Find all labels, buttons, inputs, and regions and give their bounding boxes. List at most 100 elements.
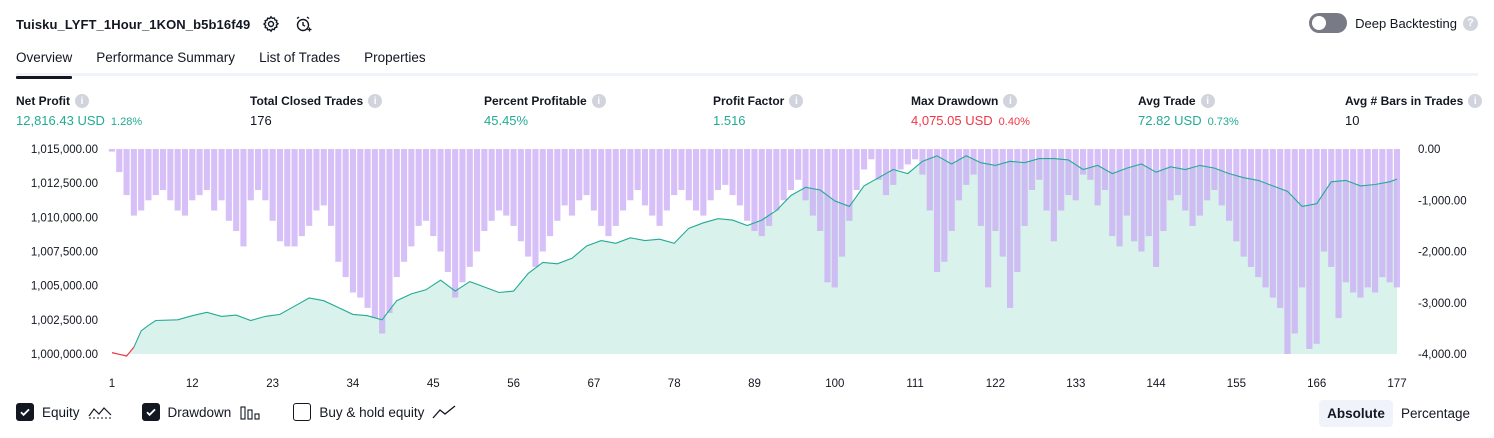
drawdown-bar: [853, 149, 860, 190]
drawdown-bar: [291, 149, 298, 247]
tab-properties[interactable]: Properties: [364, 50, 426, 65]
drawdown-bar: [912, 149, 919, 160]
drawdown-bar: [568, 149, 576, 216]
legend-equity[interactable]: Equity: [16, 403, 112, 421]
legend-label: Buy & hold equity: [319, 404, 425, 420]
add-alarm-icon[interactable]: [292, 13, 314, 35]
chart-legend: Equity Drawdown Buy & hold equity: [16, 403, 486, 421]
metric-total-closed-trades: Total Closed Trades i 176: [250, 94, 383, 128]
drawdown-bar: [1386, 149, 1393, 283]
drawdown-bar: [510, 149, 517, 226]
drawdown-bar: [415, 149, 422, 226]
info-icon[interactable]: i: [368, 94, 383, 108]
drawdown-bar: [233, 149, 240, 231]
drawdown-bar: [306, 149, 313, 226]
x-axis-tick: 67: [588, 378, 601, 390]
drawdown-bar: [707, 149, 714, 201]
legend-label: Equity: [42, 404, 80, 420]
info-icon[interactable]: i: [1200, 94, 1215, 108]
equity-checkbox[interactable]: [16, 403, 34, 421]
drawdown-bar: [1167, 149, 1174, 201]
tab-list-of-trades[interactable]: List of Trades: [259, 50, 341, 65]
info-icon[interactable]: i: [1003, 94, 1018, 108]
metric-label: Percent Profitable: [484, 94, 587, 108]
drawdown-bar: [1313, 149, 1320, 344]
drawdown-bar: [1218, 149, 1225, 206]
metric-label: Total Closed Trades: [250, 94, 364, 108]
metric-percent-profitable: Percent Profitable i 45.45%: [484, 94, 606, 128]
deep-backtesting-toggle[interactable]: [1309, 13, 1348, 33]
drawdown-bar: [758, 149, 765, 237]
drawdown-bar: [612, 149, 619, 226]
metric-profit-factor: Profit Factor i 1.516: [713, 94, 804, 128]
x-axis-tick: 144: [1147, 378, 1167, 390]
drawdown-bar: [1145, 149, 1152, 237]
x-axis-tick: 155: [1227, 378, 1246, 390]
report-tabs: Overview Performance Summary List of Tra…: [16, 46, 1478, 79]
drawdown-bar: [963, 149, 970, 185]
drawdown-bar: [1109, 149, 1116, 237]
drawdown-bar: [861, 149, 868, 170]
drawdown-bar: [255, 149, 262, 190]
drawdown-bar: [108, 149, 116, 152]
drawdown-checkbox[interactable]: [141, 403, 160, 421]
drawdown-bar: [787, 149, 795, 190]
drawdown-bar: [934, 149, 941, 272]
metric-value: 1.516: [713, 113, 746, 128]
metric-value: 4,075.05 USD: [911, 113, 993, 128]
metric-label: Profit Factor: [713, 94, 785, 108]
drawdown-bar: [276, 149, 284, 242]
left-axis-tick: 1,010,000.00: [31, 212, 98, 224]
drawdown-bar: [481, 149, 488, 231]
help-icon[interactable]: ?: [1463, 15, 1478, 31]
tab-overview[interactable]: Overview: [16, 46, 73, 79]
drawdown-bar: [116, 149, 123, 173]
equity-line-icon: [88, 407, 111, 419]
absolute-button[interactable]: Absolute: [1319, 400, 1393, 427]
drawdown-bar: [992, 149, 999, 231]
drawdown-bar: [298, 149, 305, 237]
metric-net-profit: Net Profit i 12,816.43 USD 1.28%: [16, 94, 142, 128]
drawdown-bar: [474, 149, 481, 252]
legend-buy-hold[interactable]: Buy & hold equity: [293, 403, 456, 421]
check-icon: [20, 408, 30, 417]
drawdown-bar: [700, 149, 707, 216]
x-axis-tick: 1: [109, 378, 115, 390]
tab-performance-summary[interactable]: Performance Summary: [96, 50, 236, 65]
info-icon[interactable]: i: [789, 94, 804, 108]
drawdown-bar: [247, 149, 254, 201]
x-axis-tick: 56: [507, 378, 520, 390]
drawdown-bar: [641, 149, 649, 206]
drawdown-bar: [780, 149, 787, 201]
drawdown-bar: [225, 149, 232, 221]
left-axis-tick: 1,002,500.00: [31, 315, 98, 327]
info-icon[interactable]: i: [75, 94, 89, 108]
drawdown-bar: [714, 149, 722, 190]
drawdown-bar: [335, 149, 342, 262]
legend-drawdown[interactable]: Drawdown: [141, 403, 264, 421]
drawdown-bar: [824, 149, 831, 283]
drawdown-bar: [561, 149, 568, 206]
left-axis-tick: 1,012,500.00: [31, 178, 98, 190]
drawdown-bar: [751, 149, 758, 231]
drawdown-bar: [1342, 149, 1349, 283]
drawdown-bar: [897, 149, 904, 170]
drawdown-bar: [977, 149, 984, 226]
legend-label: Drawdown: [167, 404, 232, 420]
equity-drawdown-chart[interactable]: 1,000,000.00 1,002,500.00 1,005,000.00 1,00…: [0, 138, 1494, 396]
info-icon[interactable]: i: [591, 94, 606, 108]
drawdown-bar: [1255, 149, 1262, 278]
gear-icon[interactable]: [260, 13, 282, 35]
metric-label: Max Drawdown: [911, 94, 999, 108]
drawdown-bar: [1182, 149, 1189, 211]
drawdown-bar: [1299, 149, 1306, 288]
drawdown-bar: [926, 149, 933, 211]
drawdown-bar: [1131, 149, 1138, 242]
percentage-button[interactable]: Percentage: [1400, 406, 1470, 421]
info-icon[interactable]: i: [1468, 94, 1483, 108]
drawdown-bar: [583, 149, 590, 196]
buy-hold-checkbox[interactable]: [293, 403, 312, 421]
right-axis-tick: -1,000.00: [1418, 195, 1467, 207]
drawdown-bar: [1058, 149, 1065, 211]
drawdown-bar: [1036, 149, 1043, 180]
